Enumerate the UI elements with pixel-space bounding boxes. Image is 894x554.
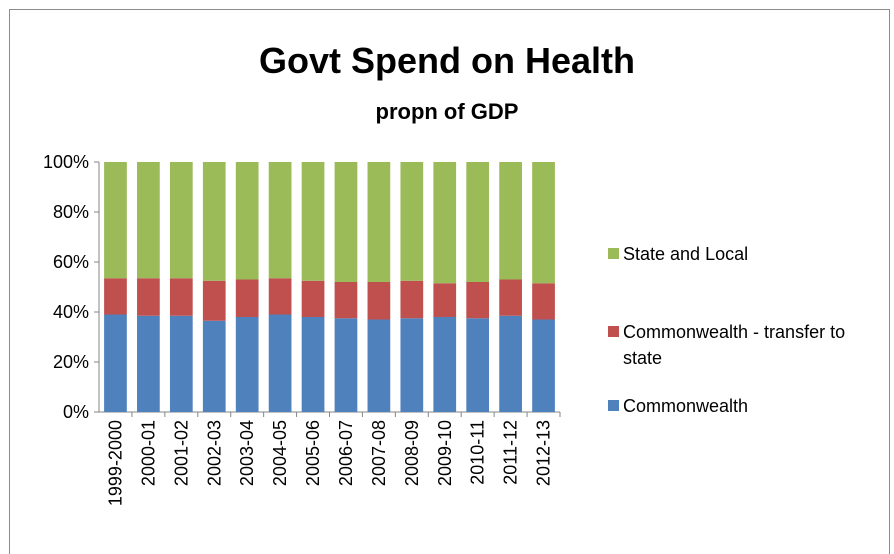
bar-segment-state-and-local xyxy=(532,162,555,284)
bar-segment-commonwealth-transfer-to-state xyxy=(301,280,325,317)
bar-segment-commonwealth-transfer-to-state xyxy=(367,282,391,320)
bar-segment-commonwealth-transfer-to-state xyxy=(235,279,259,317)
bar-segment-state-and-local xyxy=(202,162,226,281)
bar-segment-commonwealth xyxy=(137,315,160,412)
legend-label-commonwealth-transfer: Commonwealth - transfer to state xyxy=(623,322,846,368)
y-tick-label: 0% xyxy=(63,402,89,422)
bar-segment-commonwealth xyxy=(169,315,193,412)
bar-segment-state-and-local xyxy=(400,162,424,281)
x-tick-label: 2004-05 xyxy=(270,420,290,486)
bar-segment-commonwealth-transfer-to-state xyxy=(202,280,226,321)
bar-segment-commonwealth-transfer-to-state xyxy=(466,282,490,319)
legend-label-state-and-local: State and Local xyxy=(623,244,749,264)
x-tick-label: 2012-13 xyxy=(534,420,554,486)
legend-swatch-commonwealth xyxy=(608,400,619,411)
bar-segment-commonwealth-transfer-to-state xyxy=(499,279,522,316)
x-tick-label: 2000-01 xyxy=(138,420,158,486)
bar-segment-commonwealth xyxy=(334,318,358,412)
x-tick-label: 2009-10 xyxy=(435,420,455,486)
x-tick-label: 1999-2000 xyxy=(105,420,125,506)
bar-segment-commonwealth-transfer-to-state xyxy=(532,283,555,320)
y-tick-label: 80% xyxy=(53,202,89,222)
legend-label-commonwealth: Commonwealth xyxy=(623,396,749,416)
bar-segment-state-and-local xyxy=(104,162,127,279)
legend-item-state-and-local: State and Local xyxy=(608,241,888,267)
legend-swatch-state-and-local xyxy=(608,248,619,259)
chart-subtitle: propn of GDP xyxy=(375,99,519,124)
legend-swatch-commonwealth-transfer xyxy=(608,326,619,337)
legend-item-commonwealth: Commonwealth xyxy=(608,393,888,419)
x-tick-label: 2011-12 xyxy=(501,420,521,485)
bar-segment-commonwealth xyxy=(367,319,391,412)
bar-segment-commonwealth xyxy=(532,319,555,412)
y-tick-label: 20% xyxy=(53,352,89,372)
chart-frame xyxy=(9,9,890,554)
x-tick-label: 2003-04 xyxy=(237,420,257,486)
x-tick-label: 2006-07 xyxy=(336,420,356,486)
y-tick-label: 40% xyxy=(53,302,89,322)
bar-segment-state-and-local xyxy=(268,162,292,279)
x-tick-label: 2002-03 xyxy=(204,420,224,486)
x-tick-label: 2008-09 xyxy=(402,420,422,486)
bar-segment-commonwealth xyxy=(433,317,457,412)
bar-segment-state-and-local xyxy=(169,162,193,279)
bar-segment-commonwealth xyxy=(202,320,226,412)
bar-segment-commonwealth xyxy=(499,315,522,412)
bar-segment-commonwealth-transfer-to-state xyxy=(137,278,160,316)
bar-segment-commonwealth xyxy=(400,318,424,412)
x-tick-label: 2005-06 xyxy=(303,420,323,486)
bar-segment-commonwealth-transfer-to-state xyxy=(268,278,292,315)
bar-segment-commonwealth xyxy=(301,317,325,412)
bar-segment-commonwealth-transfer-to-state xyxy=(400,280,424,319)
bar-segment-state-and-local xyxy=(334,162,358,282)
x-tick-label: 2010-11 xyxy=(468,420,488,485)
bar-segment-commonwealth-transfer-to-state xyxy=(104,278,127,315)
bar-segment-commonwealth-transfer-to-state xyxy=(334,282,358,319)
bar-segment-state-and-local xyxy=(466,162,490,282)
bar-segment-commonwealth-transfer-to-state xyxy=(169,278,193,316)
bar-segment-commonwealth xyxy=(268,314,292,412)
x-tick-label: 2007-08 xyxy=(369,420,389,486)
x-tick-label: 2001-02 xyxy=(171,420,191,486)
bar-segment-state-and-local xyxy=(301,162,325,281)
bar-segment-state-and-local xyxy=(499,162,522,280)
bar-segment-state-and-local xyxy=(137,162,160,279)
bar-segment-commonwealth xyxy=(235,317,259,412)
y-tick-label: 100% xyxy=(43,152,89,172)
bar-segment-commonwealth xyxy=(104,314,127,412)
bar-segment-state-and-local xyxy=(433,162,457,284)
bar-segment-commonwealth xyxy=(466,318,490,412)
y-tick-label: 60% xyxy=(53,252,89,272)
legend-item-commonwealth-transfer: Commonwealth - transfer to state xyxy=(608,319,888,371)
bar-segment-state-and-local xyxy=(235,162,259,280)
chart-title: Govt Spend on Health xyxy=(258,40,635,81)
bar-segment-commonwealth-transfer-to-state xyxy=(433,283,457,317)
bar-segment-state-and-local xyxy=(367,162,391,282)
